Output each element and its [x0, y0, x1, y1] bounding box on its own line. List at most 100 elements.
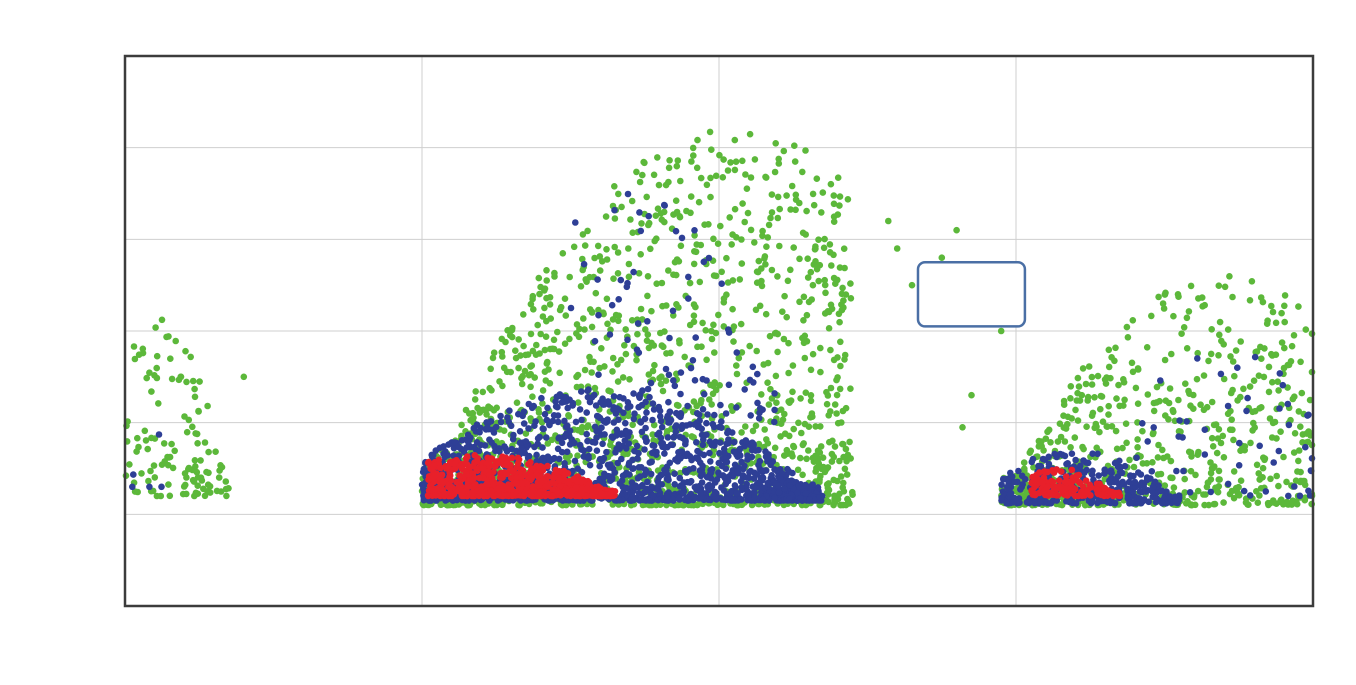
- data-point: [650, 442, 658, 450]
- data-point: [723, 254, 730, 262]
- data-point: [836, 385, 844, 393]
- data-point: [817, 443, 825, 450]
- data-point: [633, 442, 641, 450]
- data-point: [1060, 412, 1067, 420]
- data-point: [1220, 341, 1227, 348]
- data-point: [1159, 499, 1167, 507]
- data-point: [670, 377, 677, 384]
- data-point: [193, 430, 201, 438]
- data-point: [1060, 397, 1068, 405]
- data-point: [509, 468, 516, 476]
- data-point: [1112, 427, 1120, 435]
- data-point: [649, 400, 657, 407]
- data-point: [1303, 430, 1310, 437]
- data-point: [1150, 407, 1158, 415]
- data-point: [1087, 492, 1094, 499]
- data-point: [968, 391, 975, 399]
- data-point: [1148, 468, 1156, 475]
- data-point: [554, 403, 561, 411]
- data-point: [598, 345, 605, 352]
- data-point: [500, 492, 507, 500]
- data-point: [616, 393, 623, 401]
- data-point: [1057, 468, 1065, 475]
- data-point: [1255, 372, 1263, 380]
- data-point: [179, 490, 187, 498]
- data-point: [663, 467, 670, 475]
- data-point: [766, 332, 774, 340]
- data-point: [776, 242, 783, 250]
- data-point: [1183, 345, 1191, 352]
- data-point: [738, 349, 746, 356]
- data-point: [800, 293, 808, 301]
- data-point: [183, 428, 191, 436]
- data-point: [629, 229, 636, 236]
- data-point: [1162, 412, 1169, 419]
- data-point: [721, 450, 728, 457]
- data-point: [694, 136, 701, 144]
- data-point: [601, 431, 608, 438]
- data-point: [501, 443, 508, 450]
- data-point: [691, 377, 699, 384]
- data-point: [1111, 357, 1118, 365]
- data-point: [673, 401, 681, 409]
- data-point: [650, 421, 658, 429]
- data-point: [590, 391, 598, 399]
- data-point: [1217, 439, 1225, 447]
- data-point: [1105, 402, 1112, 410]
- data-point: [466, 410, 473, 417]
- data-point: [789, 362, 797, 369]
- data-point: [157, 492, 165, 500]
- data-point: [768, 472, 775, 479]
- data-point: [192, 463, 199, 470]
- data-point: [1291, 430, 1299, 437]
- data-point: [755, 479, 763, 486]
- data-point: [1083, 423, 1090, 431]
- data-point: [998, 494, 1005, 502]
- data-point: [800, 339, 808, 347]
- data-point: [712, 329, 720, 337]
- data-point: [583, 430, 590, 438]
- data-point: [763, 243, 770, 250]
- data-point: [603, 256, 611, 263]
- data-point: [691, 232, 698, 239]
- data-point: [554, 418, 562, 426]
- data-point: [686, 479, 694, 486]
- data-point: [1240, 385, 1247, 393]
- data-point: [676, 339, 683, 347]
- data-point: [585, 445, 593, 453]
- data-point: [1161, 356, 1169, 364]
- data-point: [1281, 292, 1289, 299]
- data-point: [446, 481, 453, 488]
- data-point: [690, 260, 698, 268]
- data-point: [609, 354, 617, 362]
- data-point: [694, 447, 701, 455]
- data-point: [759, 496, 767, 503]
- data-point: [685, 497, 693, 504]
- data-point: [502, 338, 509, 346]
- data-point: [564, 492, 571, 499]
- data-point: [151, 435, 159, 442]
- data-point: [539, 444, 546, 451]
- data-point: [698, 396, 705, 404]
- data-point: [648, 458, 655, 466]
- data-point: [724, 429, 731, 437]
- data-point: [772, 140, 779, 147]
- data-point: [670, 434, 677, 441]
- data-point: [169, 464, 177, 472]
- data-point: [568, 487, 575, 495]
- data-point: [572, 219, 579, 226]
- data-point: [659, 302, 666, 310]
- data-point: [784, 465, 791, 473]
- data-point: [508, 454, 516, 462]
- data-point: [147, 467, 154, 475]
- data-point: [609, 368, 616, 375]
- data-point: [1261, 455, 1269, 462]
- data-point: [1220, 499, 1227, 506]
- data-point: [1247, 439, 1254, 447]
- data-point: [646, 393, 653, 401]
- data-point: [559, 250, 567, 257]
- data-point: [1132, 384, 1140, 392]
- data-point: [1139, 420, 1146, 427]
- data-point: [771, 406, 778, 414]
- data-point: [1120, 402, 1127, 409]
